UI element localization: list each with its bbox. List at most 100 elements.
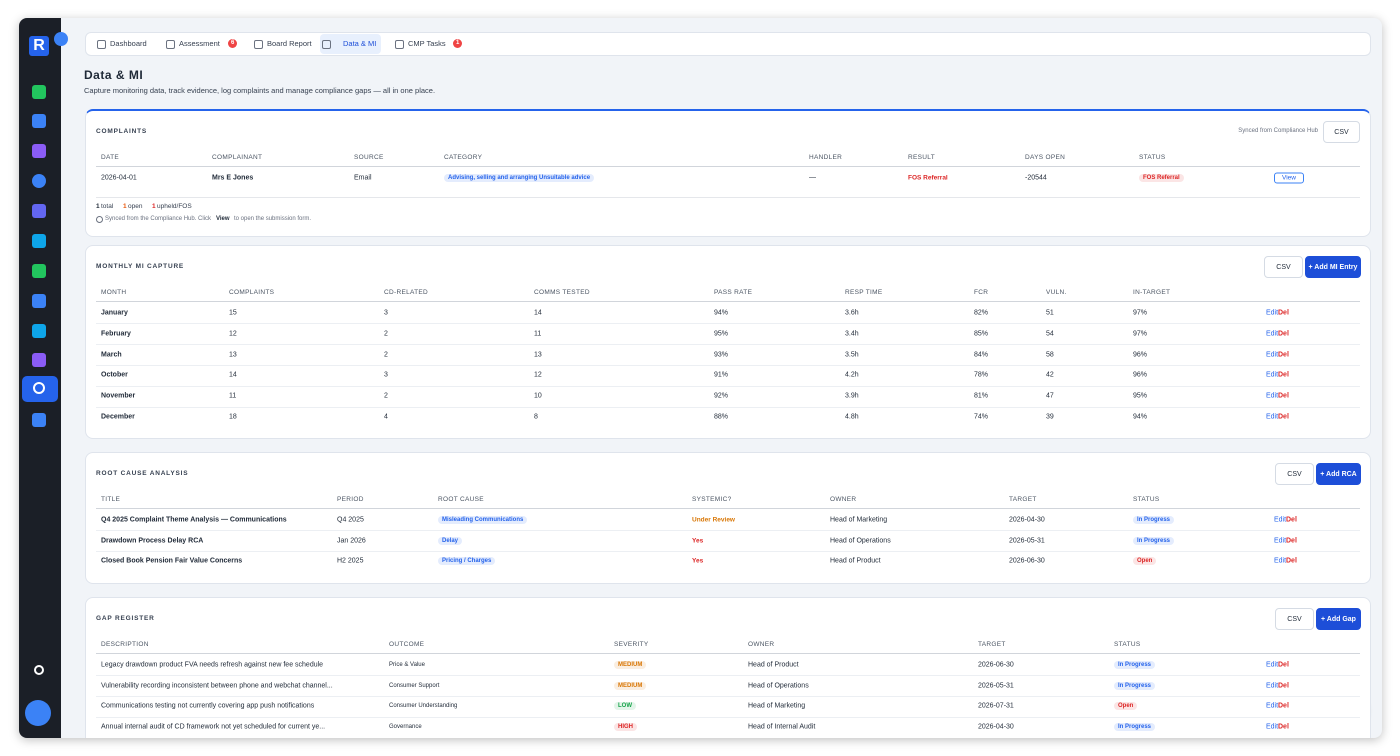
theme-toggle[interactable] [34, 665, 44, 675]
user-avatar[interactable] [25, 700, 51, 726]
csv-button[interactable]: CSV [1275, 608, 1314, 630]
cell: 94% [714, 309, 729, 317]
card: ROOT CAUSE ANALYSIS CSV + Add RCA TITLE PERI… [85, 452, 1371, 584]
cell: Mrs E Jones [212, 174, 254, 182]
tab-badge: 1 [453, 39, 463, 48]
summary-open: 1 [123, 203, 127, 210]
delete-link[interactable]: Del [1278, 723, 1289, 731]
nav-icon[interactable] [32, 85, 46, 99]
card-title: COMPLAINTS [96, 128, 147, 135]
nav-icon[interactable] [32, 174, 46, 188]
cell: 85% [974, 330, 989, 338]
csv-button[interactable]: CSV [1275, 463, 1314, 485]
delete-link[interactable]: Del [1278, 682, 1289, 690]
column-header: TARGET [1009, 496, 1037, 503]
delete-link[interactable]: Del [1278, 413, 1289, 421]
column-header: SYSTEMIC? [692, 496, 732, 503]
nav-icon[interactable] [32, 413, 46, 427]
card-title: MONTHLY MI CAPTURE [96, 263, 185, 270]
cell: 2 [384, 392, 388, 400]
delete-link[interactable]: Del [1286, 537, 1297, 544]
add-button[interactable]: + Add Gap [1316, 608, 1361, 630]
row-rule [96, 323, 1360, 325]
nav-icon[interactable] [32, 114, 46, 128]
cell: 2 [384, 330, 388, 338]
tab-label[interactable]: Dashboard [110, 39, 147, 48]
row-rule [96, 385, 1360, 387]
delete-link[interactable]: Del [1278, 371, 1289, 379]
column-header: OWNER [830, 496, 857, 503]
button-label: + Add Gap [1321, 615, 1356, 623]
nav-icon[interactable] [32, 204, 46, 218]
logo[interactable]: R [29, 36, 49, 56]
delete-link[interactable]: Del [1278, 702, 1289, 710]
csv-button[interactable]: CSV [1264, 256, 1303, 278]
cell: 2026-04-01 [101, 174, 137, 182]
add-button[interactable]: + Add MI Entry [1305, 256, 1361, 278]
tab-icon [254, 40, 263, 49]
edit-link[interactable]: Edit [1266, 309, 1279, 317]
cell: 2026-04-30 [1009, 516, 1045, 524]
cell: Consumer Support [389, 682, 440, 689]
cell: November [101, 392, 136, 400]
cell: 78% [974, 371, 989, 379]
edit-link[interactable]: Edit [1266, 661, 1279, 669]
edit-link[interactable]: Edit [1266, 413, 1279, 421]
tag: Open [1133, 557, 1157, 565]
cell: 74% [974, 413, 989, 421]
tab-bar: Dashboard Assessment 6 Board Report Data & M… [85, 32, 1371, 56]
edit-link[interactable]: Edit [1274, 516, 1287, 524]
edit-link[interactable]: Edit [1266, 723, 1279, 731]
delete-link[interactable]: Del [1286, 557, 1297, 565]
nav-icon[interactable] [32, 324, 46, 338]
delete-link[interactable]: Del [1278, 330, 1289, 338]
delete-link[interactable]: Del [1278, 392, 1289, 400]
cell: Q4 2025 Complaint Theme Analysis — Commu… [101, 516, 287, 524]
delete-link[interactable]: Del [1278, 351, 1289, 359]
cell: 3.9h [845, 392, 859, 400]
cell: 3.6h [845, 309, 859, 317]
column-header: STATUS [1139, 154, 1166, 161]
edit-link[interactable]: Edit [1274, 537, 1287, 544]
view-button[interactable]: View [1274, 172, 1304, 184]
edit-link[interactable]: Edit [1266, 682, 1279, 690]
tab-label[interactable]: CMP Tasks [408, 39, 446, 48]
column-header: VULN. [1046, 289, 1067, 296]
nav-icon[interactable] [32, 234, 46, 248]
edit-link[interactable]: Edit [1274, 557, 1287, 565]
edit-link[interactable]: Edit [1266, 702, 1279, 710]
add-button[interactable]: + Add RCA [1316, 463, 1361, 485]
nav-icon[interactable] [32, 264, 46, 278]
summary-total-label: total [101, 203, 114, 210]
cell: 2026-06-30 [978, 661, 1014, 669]
delete-link[interactable]: Del [1286, 516, 1297, 524]
cell: Head of Marketing [748, 702, 806, 710]
edit-link[interactable]: Edit [1266, 392, 1279, 400]
edit-link[interactable]: Edit [1266, 351, 1279, 359]
edit-link[interactable]: Edit [1266, 330, 1279, 338]
delete-link[interactable]: Del [1278, 309, 1289, 317]
collapse-toggle[interactable] [54, 32, 68, 46]
tab-label[interactable]: Assessment [179, 39, 220, 48]
cell: Head of Product [830, 557, 881, 565]
cell: 12 [229, 330, 237, 338]
nav-icon[interactable] [32, 144, 46, 158]
cell: 84% [974, 351, 989, 359]
csv-button[interactable]: CSV [1323, 121, 1360, 143]
delete-link[interactable]: Del [1278, 661, 1289, 669]
tab-label[interactable]: Board Report [267, 39, 312, 48]
cell: H2 2025 [337, 557, 364, 565]
nav-icon[interactable] [32, 353, 46, 367]
cell: 2 [384, 351, 388, 359]
nav-active[interactable] [22, 376, 58, 402]
edit-link[interactable]: Edit [1266, 371, 1279, 379]
nav-icon[interactable] [32, 294, 46, 308]
cell: 97% [1133, 309, 1148, 317]
column-header: DAYS OPEN [1025, 154, 1066, 161]
tab-active[interactable] [320, 34, 381, 54]
summary-upheld-label: upheld/FOS [157, 203, 192, 210]
tab-label[interactable]: Data & MI [343, 39, 377, 48]
button-label: CSV [1287, 615, 1302, 623]
cell: December [101, 413, 135, 421]
header-rule [96, 653, 1360, 654]
